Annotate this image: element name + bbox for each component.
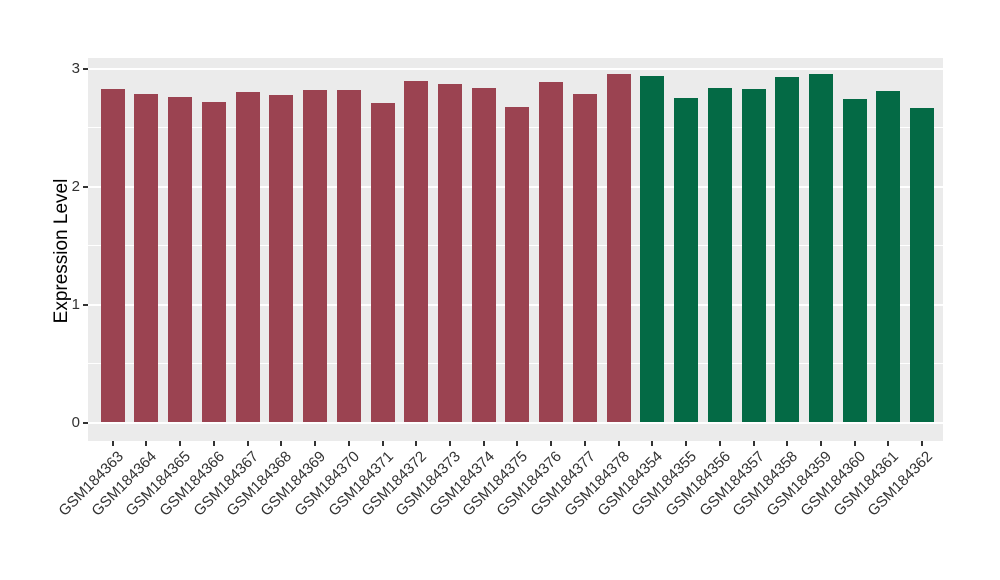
x-tick (246, 441, 249, 446)
x-tick (752, 441, 755, 446)
bar (269, 94, 294, 423)
y-axis-title: Expression Level (51, 178, 72, 324)
bar (134, 93, 159, 423)
x-tick (820, 441, 823, 446)
bar (370, 102, 395, 423)
x-tick (212, 441, 215, 446)
x-tick (651, 441, 654, 446)
bar (572, 93, 597, 423)
x-tick (314, 441, 317, 446)
gridline-major (88, 421, 943, 424)
y-tick-label: 2 (71, 177, 80, 195)
bar (100, 88, 125, 423)
x-tick (111, 441, 114, 446)
x-tick (786, 441, 789, 446)
bar (201, 101, 226, 423)
y-tick (83, 185, 88, 188)
bar (438, 84, 462, 423)
bar (674, 98, 699, 423)
y-tick (83, 303, 88, 306)
bar (404, 80, 429, 423)
bar (775, 77, 800, 423)
x-tick (921, 441, 924, 446)
bar (505, 106, 530, 423)
bar (303, 90, 328, 423)
bar (336, 90, 361, 423)
y-tick (83, 67, 88, 70)
x-tick (145, 441, 148, 446)
x-tick (685, 441, 688, 446)
x-tick (415, 441, 418, 446)
plot-panel (88, 58, 943, 441)
bar (707, 87, 732, 423)
bar (168, 97, 193, 423)
x-tick (853, 441, 856, 446)
x-tick (583, 441, 586, 446)
x-tick (516, 441, 519, 446)
bar (876, 91, 901, 423)
x-tick (280, 441, 283, 446)
bar (640, 75, 665, 423)
y-tick (83, 421, 88, 424)
bar (741, 88, 766, 423)
gridline-major (88, 67, 943, 70)
bar (606, 73, 631, 423)
x-tick (887, 441, 890, 446)
bar (539, 81, 564, 423)
x-tick (718, 441, 721, 446)
bar (235, 92, 260, 423)
x-tick (449, 441, 451, 446)
x-tick (550, 441, 553, 446)
x-tick (179, 441, 182, 446)
bar (842, 99, 867, 423)
x-tick (482, 441, 485, 446)
x-tick (381, 441, 384, 446)
y-tick-label: 1 (71, 295, 80, 313)
y-tick-label: 0 (71, 413, 80, 431)
bar (471, 87, 496, 423)
x-tick (347, 441, 350, 446)
x-tick (617, 441, 620, 446)
bar (809, 73, 834, 423)
bar (910, 107, 935, 423)
y-tick-label: 3 (71, 59, 80, 77)
